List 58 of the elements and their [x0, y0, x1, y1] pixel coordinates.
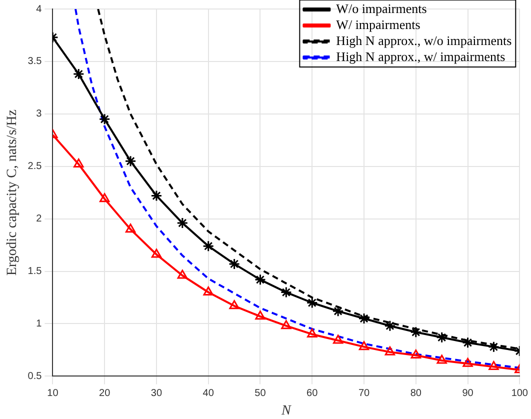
point — [410, 326, 422, 338]
x-tick-label: 100 — [511, 388, 528, 399]
point — [281, 320, 292, 330]
point — [150, 190, 162, 202]
point — [74, 158, 84, 168]
y-tick-label: 1 — [36, 318, 42, 330]
y-tick-label: 2.5 — [28, 161, 42, 172]
legend-label: High N approx., w/o impairments — [336, 32, 512, 48]
y-tick-label: 3.5 — [28, 56, 42, 68]
x-tick-label: 40 — [202, 388, 214, 399]
x-tick-label: 20 — [99, 388, 111, 399]
x-tick-label: 30 — [150, 388, 162, 399]
legend-label: High N approx., w/ impairments — [336, 48, 506, 64]
point — [436, 332, 448, 344]
point — [358, 341, 370, 350]
point — [488, 341, 500, 353]
point — [255, 310, 266, 320]
y-tick-label: 3 — [36, 108, 42, 120]
x-tick-label: 50 — [254, 388, 266, 399]
x-tick-label: 10 — [47, 388, 59, 399]
x-tick-label: 80 — [410, 388, 422, 399]
point — [332, 334, 344, 344]
point — [410, 349, 421, 358]
x-axis-title: N — [280, 403, 292, 418]
point — [332, 305, 344, 317]
point — [203, 286, 214, 296]
point — [125, 224, 136, 233]
legend-label: W/ impairments — [336, 16, 420, 32]
point — [124, 155, 136, 167]
point — [100, 193, 110, 202]
x-tick-label: 60 — [306, 388, 318, 399]
point — [384, 320, 396, 332]
y-tick-label: 1.5 — [28, 266, 42, 278]
point — [151, 248, 162, 258]
point — [176, 217, 188, 229]
y-tick-label: 4 — [36, 4, 42, 15]
point — [358, 312, 370, 324]
point — [228, 258, 240, 270]
point — [280, 286, 292, 298]
point — [436, 354, 447, 364]
point — [202, 240, 214, 252]
point — [229, 300, 240, 310]
x-tick-label: 90 — [462, 388, 474, 399]
point — [488, 361, 499, 370]
x-tick-label: 70 — [358, 388, 370, 399]
point — [462, 358, 473, 367]
point — [98, 113, 110, 125]
y-axis-title: Ergodic capacity C, nats/s/Hz — [5, 110, 20, 276]
point — [384, 346, 396, 356]
y-tick-label: 0.5 — [28, 370, 42, 382]
point — [72, 68, 84, 80]
point — [462, 336, 474, 348]
legend-label: W/o impairments — [336, 0, 427, 16]
point — [177, 270, 188, 279]
point — [306, 297, 318, 309]
point — [307, 328, 318, 338]
y-tick-label: 2 — [36, 214, 42, 225]
point — [254, 274, 266, 286]
